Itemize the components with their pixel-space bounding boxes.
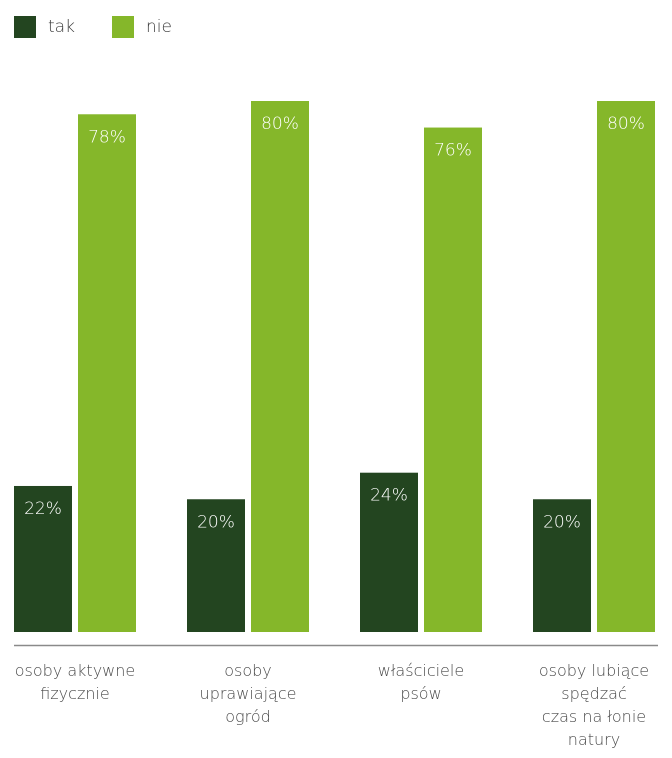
bar-nie-4 <box>597 101 655 632</box>
bar-value-label-nie-1: 78% <box>88 127 126 147</box>
legend-item-tak: tak <box>14 14 75 40</box>
bar-value-label-nie-4: 80% <box>607 114 645 134</box>
bar-value-label-tak-1: 22% <box>24 499 62 519</box>
legend-item-nie: nie <box>112 14 172 40</box>
category-label-3: właściciele psów <box>378 661 464 703</box>
category-label-4: osoby lubiące spędzać czas na łonie natury <box>539 661 649 749</box>
bar-value-label-tak-2: 20% <box>197 512 235 532</box>
bar-nie-2 <box>251 101 309 632</box>
bar-value-label-tak-4: 20% <box>543 512 581 532</box>
legend-swatch-nie <box>112 16 134 38</box>
legend-swatch-tak <box>14 16 36 38</box>
bar-value-label-nie-3: 76% <box>434 141 472 161</box>
bar-tak-3 <box>360 472 418 632</box>
bar-nie-3 <box>424 127 482 633</box>
bar-tak-1 <box>14 485 72 632</box>
bar-tak-2 <box>187 499 245 632</box>
category-label-1: osoby aktywne fizycznie <box>15 661 136 703</box>
bar-tak-4 <box>533 499 591 632</box>
bar-value-label-nie-2: 80% <box>261 114 299 134</box>
legend-label-nie: nie <box>146 17 172 37</box>
bar-value-label-tak-3: 24% <box>370 486 408 506</box>
category-label-2: osoby uprawiające ogród <box>200 661 297 726</box>
legend-label-tak: tak <box>48 17 75 37</box>
bar-nie-1 <box>78 114 136 632</box>
